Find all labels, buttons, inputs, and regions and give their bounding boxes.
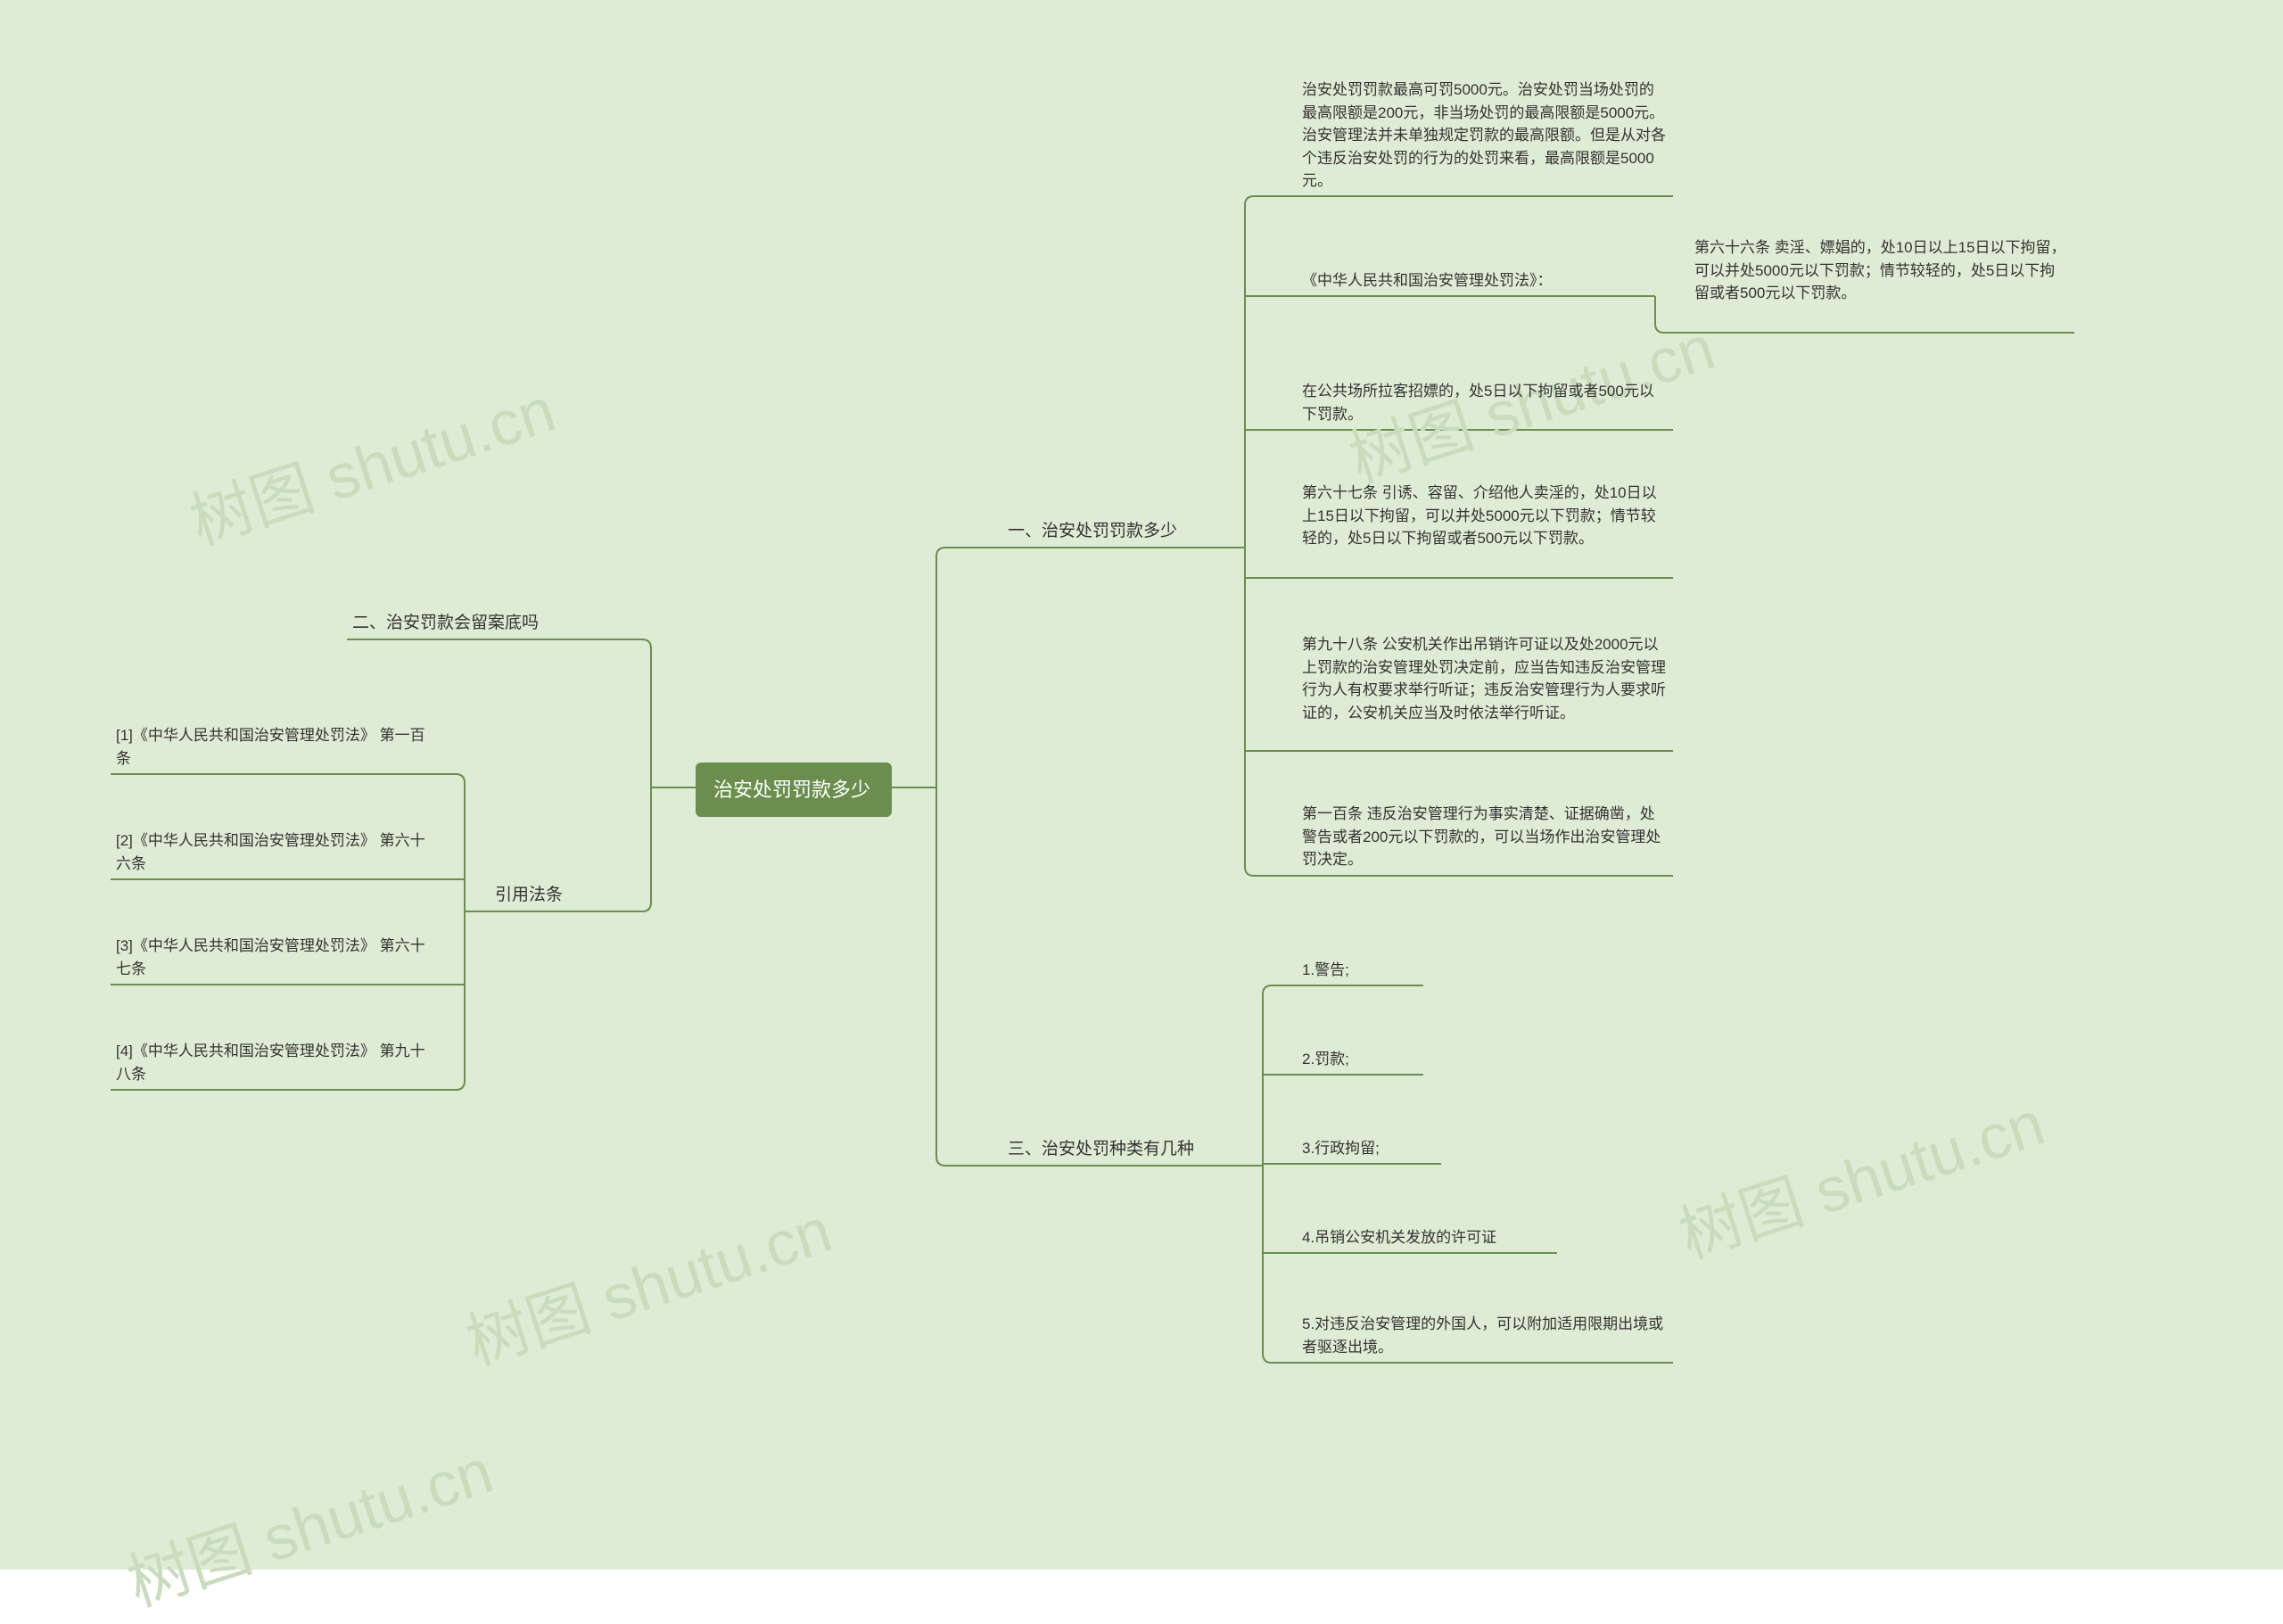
watermark: 树图 shutu.cn bbox=[177, 360, 565, 563]
leaf-r1c: 在公共场所拉客招嫖的，处5日以下拘留或者500元以下罚款。 bbox=[1302, 380, 1668, 425]
leaf-l2b: [2]《中华人民共和国治安管理处罚法》 第六十六条 bbox=[116, 829, 433, 875]
leaf-l2a: [1]《中华人民共和国治安管理处罚法》 第一百条 bbox=[116, 724, 433, 770]
connector bbox=[1245, 196, 1254, 876]
leaf-r3c: 3.行政拘留; bbox=[1302, 1137, 1436, 1160]
leaf-r3a: 1.警告; bbox=[1302, 959, 1418, 982]
connector bbox=[1655, 296, 1689, 333]
leaf-r1b: 《中华人民共和国治安管理处罚法》： bbox=[1302, 269, 1623, 293]
leaf-r3d: 4.吊销公安机关发放的许可证 bbox=[1302, 1226, 1552, 1249]
leaf-r1b1: 第六十六条 卖淫、嫖娼的，处10日以上15日以下拘留，可以并处5000元以下罚款… bbox=[1694, 236, 2069, 305]
connector bbox=[936, 548, 945, 1166]
leaf-l2c: [3]《中华人民共和国治安管理处罚法》 第六十七条 bbox=[116, 935, 433, 980]
leaf-r3b: 2.罚款; bbox=[1302, 1048, 1418, 1071]
leaf-r1e: 第九十八条 公安机关作出吊销许可证以及处2000元以上罚款的治安管理处罚决定前，… bbox=[1302, 633, 1668, 724]
leaf-r3e: 5.对违反治安管理的外国人，可以附加适用限期出境或者驱逐出境。 bbox=[1302, 1313, 1668, 1358]
leaf-r1f: 第一百条 违反治安管理行为事实清楚、证据确凿，处警告或者200元以下罚款的，可以… bbox=[1302, 803, 1668, 871]
connector bbox=[642, 639, 651, 911]
branch-l2: 引用法条 bbox=[495, 883, 577, 909]
mindmap-canvas: 树图 shutu.cn树图 shutu.cn树图 shutu.cn树图 shut… bbox=[0, 0, 2283, 1570]
watermark: 树图 shutu.cn bbox=[115, 1422, 503, 1624]
leaf-r1d: 第六十七条 引诱、容留、介绍他人卖淫的，处10日以上15日以下拘留，可以并处50… bbox=[1302, 482, 1668, 550]
branch-l1: 二、治安罚款会留案底吗 bbox=[352, 611, 566, 637]
branch-r3: 三、治安处罚种类有几种 bbox=[1008, 1137, 1222, 1163]
connector-layer bbox=[0, 0, 2283, 1570]
leaf-l2d: [4]《中华人民共和国治安管理处罚法》 第九十八条 bbox=[116, 1040, 433, 1085]
branch-r1: 一、治安处罚罚款多少 bbox=[1008, 519, 1204, 545]
watermark: 树图 shutu.cn bbox=[454, 1181, 842, 1383]
root-node: 治安处罚罚款多少 bbox=[696, 763, 892, 817]
connector bbox=[1263, 985, 1272, 1363]
leaf-r1a: 治安处罚罚款最高可罚5000元。治安处罚当场处罚的最高限额是200元，非当场处罚… bbox=[1302, 78, 1668, 193]
watermark: 树图 shutu.cn bbox=[1667, 1074, 2055, 1276]
connector bbox=[456, 774, 465, 1090]
